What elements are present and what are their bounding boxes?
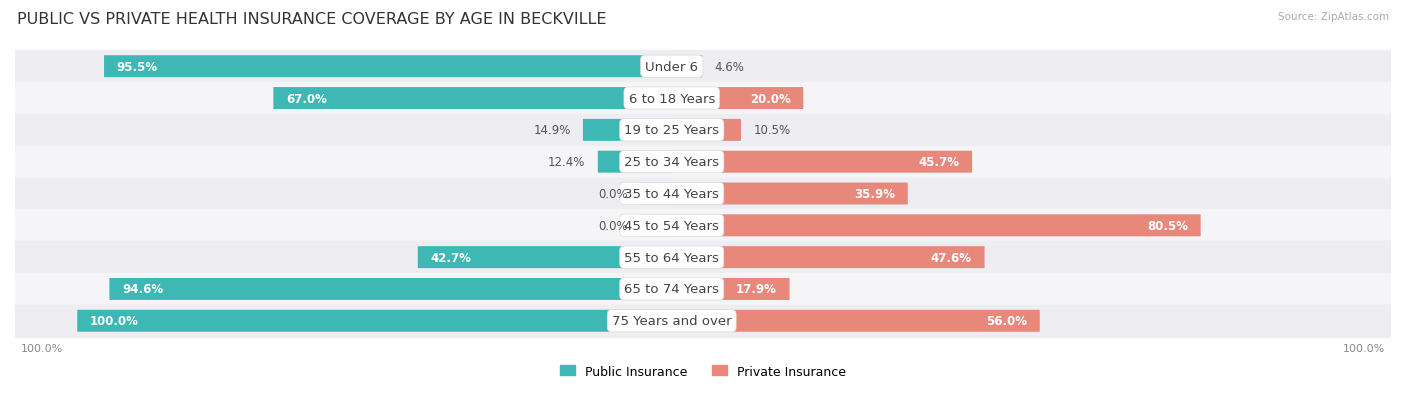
- Text: 75 Years and over: 75 Years and over: [612, 315, 731, 328]
- Bar: [15, 305, 1391, 337]
- Bar: [15, 147, 1391, 178]
- Text: 67.0%: 67.0%: [287, 93, 328, 105]
- Text: 47.6%: 47.6%: [931, 251, 972, 264]
- FancyBboxPatch shape: [640, 183, 672, 205]
- Text: 65 to 74 Years: 65 to 74 Years: [624, 283, 718, 296]
- Bar: [15, 115, 1391, 147]
- FancyBboxPatch shape: [672, 88, 803, 110]
- Text: 4.6%: 4.6%: [714, 61, 744, 74]
- Text: 56.0%: 56.0%: [986, 315, 1026, 328]
- Text: 10.5%: 10.5%: [754, 124, 790, 137]
- FancyBboxPatch shape: [598, 151, 672, 173]
- Text: 100.0%: 100.0%: [90, 315, 139, 328]
- FancyBboxPatch shape: [672, 120, 741, 142]
- FancyBboxPatch shape: [418, 247, 672, 268]
- Text: 94.6%: 94.6%: [122, 283, 163, 296]
- Bar: [15, 273, 1391, 305]
- Text: 42.7%: 42.7%: [430, 251, 471, 264]
- Text: 35 to 44 Years: 35 to 44 Years: [624, 188, 718, 200]
- Text: 20.0%: 20.0%: [749, 93, 790, 105]
- Bar: [15, 242, 1391, 273]
- Text: 55 to 64 Years: 55 to 64 Years: [624, 251, 718, 264]
- Bar: [15, 83, 1391, 115]
- Text: 45.7%: 45.7%: [918, 156, 959, 169]
- FancyBboxPatch shape: [640, 215, 672, 237]
- Text: 0.0%: 0.0%: [599, 188, 628, 200]
- Text: 45 to 54 Years: 45 to 54 Years: [624, 219, 718, 232]
- Text: Source: ZipAtlas.com: Source: ZipAtlas.com: [1278, 12, 1389, 22]
- FancyBboxPatch shape: [583, 120, 672, 142]
- FancyBboxPatch shape: [110, 278, 672, 300]
- FancyBboxPatch shape: [77, 310, 672, 332]
- FancyBboxPatch shape: [672, 183, 908, 205]
- FancyBboxPatch shape: [672, 247, 984, 268]
- Bar: [15, 210, 1391, 242]
- Bar: [15, 51, 1391, 83]
- Text: 17.9%: 17.9%: [735, 283, 776, 296]
- Text: Under 6: Under 6: [645, 61, 699, 74]
- FancyBboxPatch shape: [672, 56, 702, 78]
- Text: 14.9%: 14.9%: [533, 124, 571, 137]
- Legend: Public Insurance, Private Insurance: Public Insurance, Private Insurance: [560, 365, 846, 377]
- FancyBboxPatch shape: [104, 56, 672, 78]
- FancyBboxPatch shape: [672, 310, 1040, 332]
- Text: 0.0%: 0.0%: [599, 219, 628, 232]
- FancyBboxPatch shape: [672, 215, 1201, 237]
- Text: 12.4%: 12.4%: [548, 156, 585, 169]
- FancyBboxPatch shape: [273, 88, 672, 110]
- FancyBboxPatch shape: [672, 151, 972, 173]
- Bar: [15, 178, 1391, 210]
- FancyBboxPatch shape: [672, 278, 790, 300]
- Text: 95.5%: 95.5%: [117, 61, 157, 74]
- Text: PUBLIC VS PRIVATE HEALTH INSURANCE COVERAGE BY AGE IN BECKVILLE: PUBLIC VS PRIVATE HEALTH INSURANCE COVER…: [17, 12, 606, 27]
- Text: 35.9%: 35.9%: [853, 188, 896, 200]
- Text: 100.0%: 100.0%: [21, 343, 63, 353]
- Text: 6 to 18 Years: 6 to 18 Years: [628, 93, 714, 105]
- Text: 100.0%: 100.0%: [1343, 343, 1385, 353]
- Text: 25 to 34 Years: 25 to 34 Years: [624, 156, 720, 169]
- Text: 19 to 25 Years: 19 to 25 Years: [624, 124, 720, 137]
- Text: 80.5%: 80.5%: [1147, 219, 1188, 232]
